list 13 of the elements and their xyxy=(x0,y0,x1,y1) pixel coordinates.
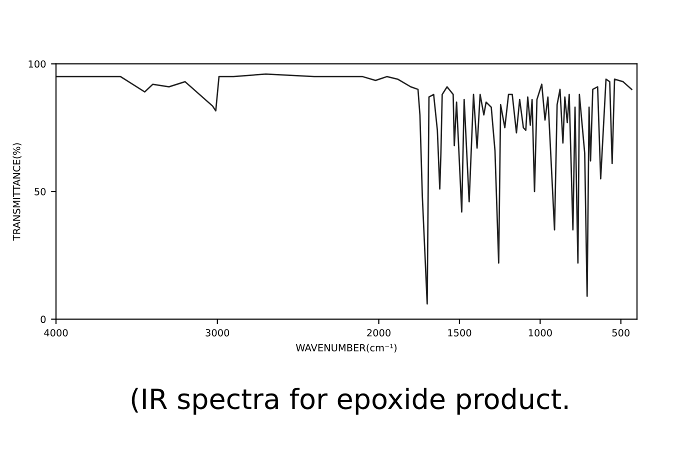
y-tick-label: 0 xyxy=(40,316,46,324)
x-axis-title: WAVENUMBER(cm⁻¹) xyxy=(296,344,397,353)
x-tick-label: 500 xyxy=(612,329,630,336)
x-tick-label: 4000 xyxy=(44,329,68,336)
y-tick-label: 100 xyxy=(28,60,46,68)
x-tick-label: 1500 xyxy=(448,329,472,336)
y-axis-title: TRANSMITTANCE(%) xyxy=(12,143,22,241)
x-tick-label: 1000 xyxy=(528,329,552,336)
text: (IR spectra for epoxide product. xyxy=(132,388,568,415)
x-tick-label: 3000 xyxy=(206,329,230,336)
x-tick-label: 2000 xyxy=(367,329,391,336)
line-series xyxy=(56,73,632,305)
y-tick-label: 50 xyxy=(34,188,46,196)
